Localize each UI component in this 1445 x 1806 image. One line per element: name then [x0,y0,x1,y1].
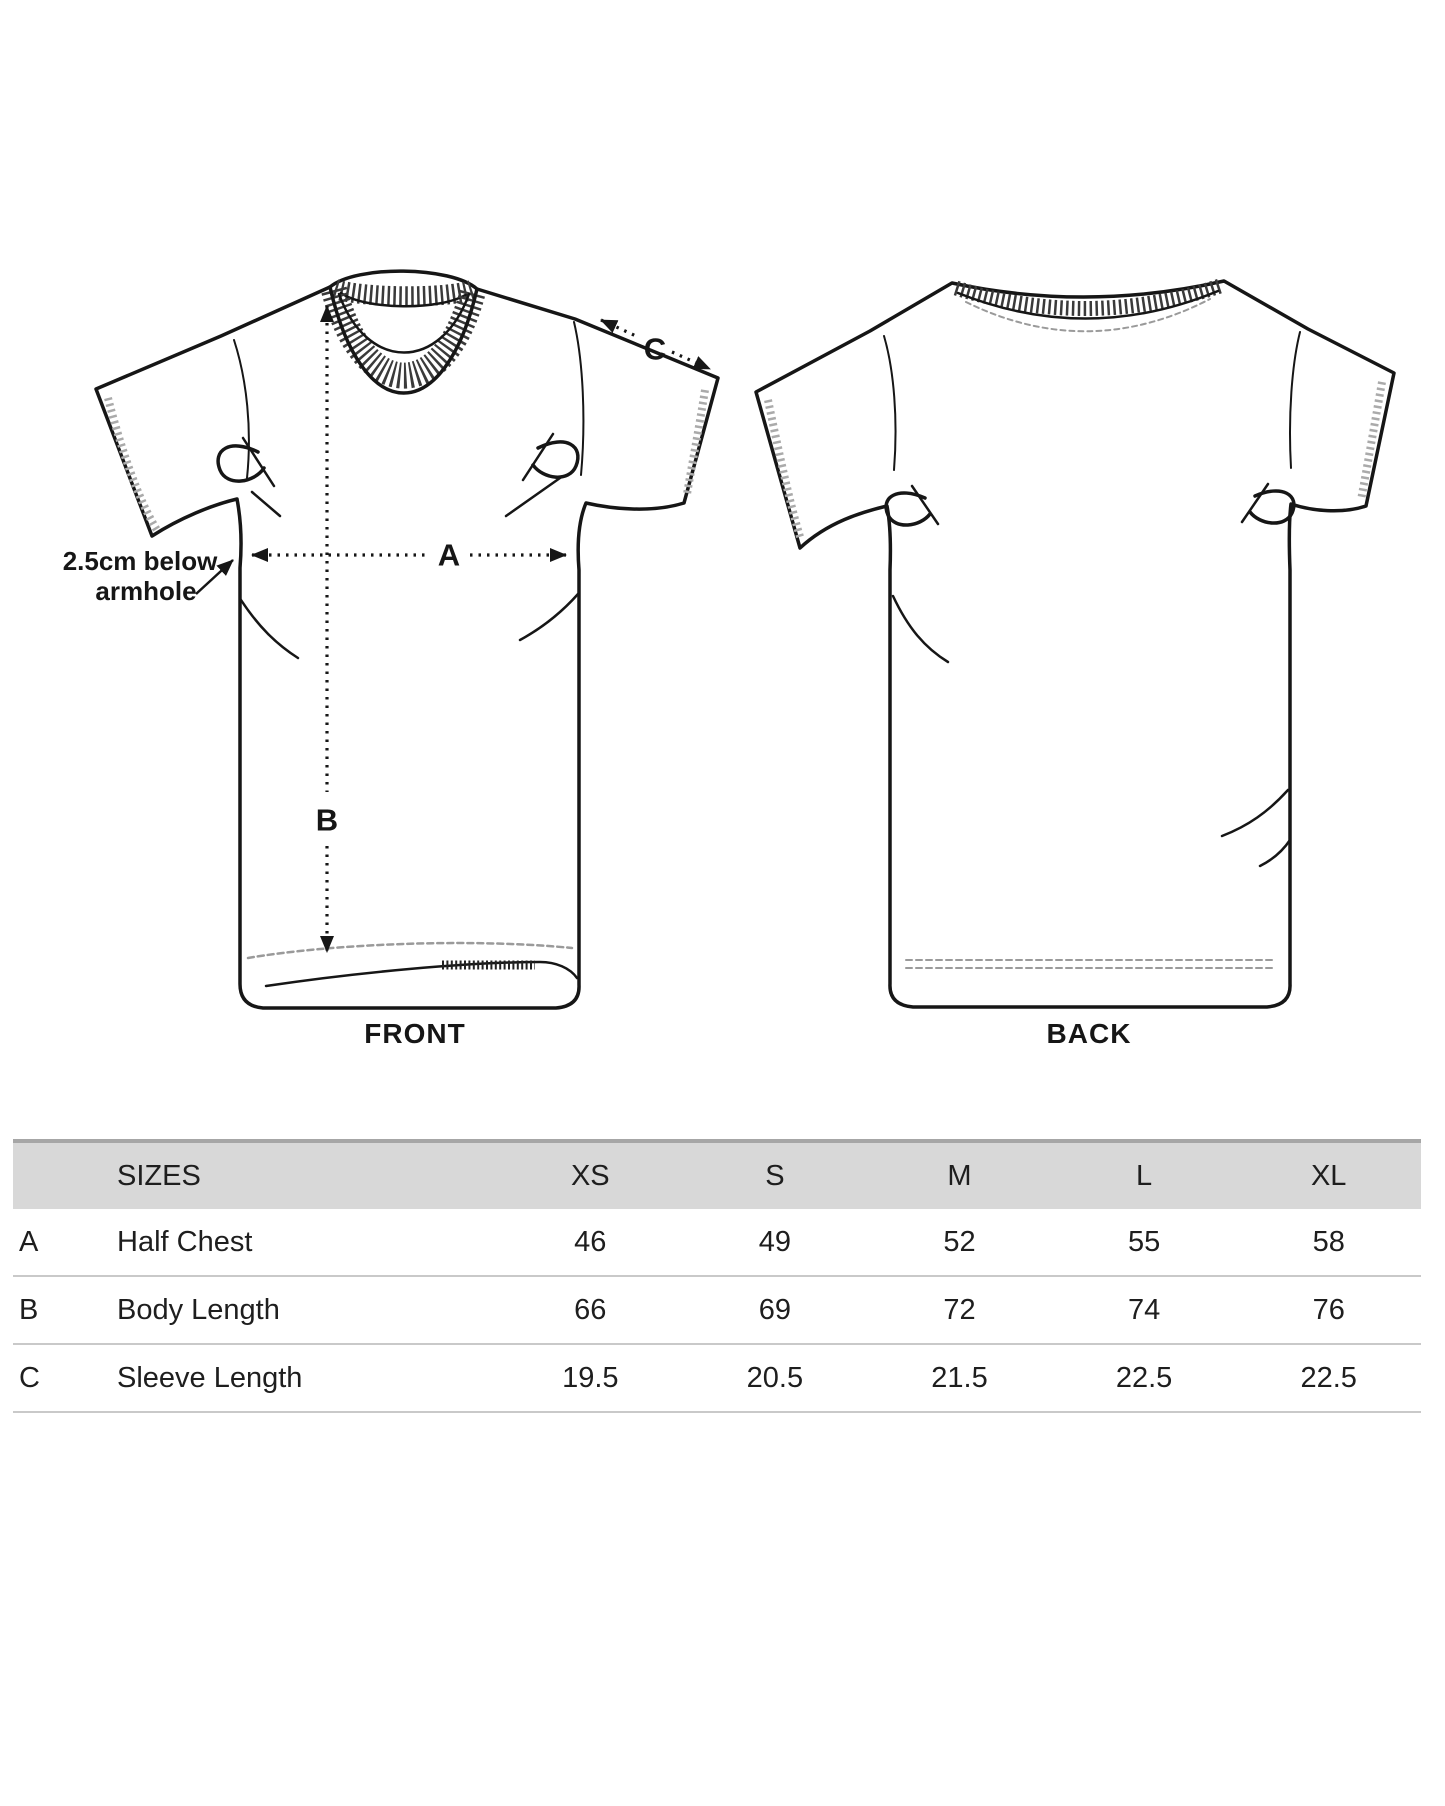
measure-c-label: C [644,332,666,367]
collar-outer-curve [328,285,479,395]
front-right-armpit-wrinkle [504,432,580,518]
measurement-annotations [195,305,711,953]
armhole-annotation-arrow [195,559,234,595]
back-left-armpit-wrinkle [884,484,940,527]
front-shirt-outline [94,269,720,1010]
row-value: 55 [1127,1225,1161,1258]
row-code: C [19,1361,40,1394]
row-measurement-name: Body Length [117,1293,280,1326]
table-row-sleeve-length: C Sleeve Length 19.5 20.5 21.5 22.5 22.5 [13,1345,1421,1413]
header-col-xs: XS [570,1159,610,1192]
header-sizes-label: SIZES [117,1159,201,1192]
row-value: 72 [943,1293,976,1326]
tshirt-measurement-diagram: A B C 2.5cm below armhole FRONT BACK [63,269,1396,1049]
row-value: 49 [758,1225,792,1258]
front-left-side-wrinkle [239,598,300,660]
back-left-armhole-seam [883,335,897,471]
back-shirt-drawing [754,278,1396,1009]
front-left-armhole-seam [233,339,250,479]
collar-top-band-edge [339,291,469,308]
back-collar-seam-stitch [965,298,1211,333]
row-value: 46 [574,1225,607,1258]
back-collar-bottom-edge [956,289,1220,320]
back-right-armpit-wrinkle [1240,482,1296,525]
front-hem-stitch [246,941,574,960]
measure-c-line-lower [671,350,711,371]
measure-a-label: A [438,538,460,573]
back-right-hip-wrinkle [1220,788,1290,838]
front-shirt-drawing [94,269,720,1010]
table-row-body-length: B Body Length 66 69 72 74 76 [13,1277,1421,1345]
front-view-label: FRONT [364,1018,465,1049]
back-right-hip-wrinkle-2 [1258,838,1292,868]
back-left-side-wrinkle [891,594,950,664]
row-value: 76 [1312,1293,1345,1326]
table-row-half-chest: A Half Chest 46 49 52 55 58 [13,1209,1421,1277]
header-col-xl: XL [1310,1159,1347,1192]
measure-b-label: B [316,803,338,838]
row-code: A [19,1225,39,1258]
back-right-cuff-stitch [1357,381,1386,501]
back-right-armhole-seam [1289,331,1301,469]
row-value: 66 [574,1293,607,1326]
front-right-side-wrinkle [518,592,580,642]
row-value: 22.5 [1300,1361,1357,1394]
row-value: 19.5 [562,1361,619,1394]
header-col-l: L [1136,1159,1153,1192]
row-value: 20.5 [746,1361,804,1394]
row-value: 52 [943,1225,976,1258]
armhole-annotation-line1: 2.5cm below [63,546,218,576]
row-value: 22.5 [1115,1361,1173,1394]
size-table: SIZES XS S M L XL A Half Chest 46 49 52 … [13,1139,1421,1413]
front-right-cuff-stitch [683,389,709,495]
row-value: 58 [1312,1225,1345,1258]
header-col-s: S [765,1159,785,1192]
front-right-armhole-seam [573,321,585,476]
collar-inner-curve [337,292,471,354]
row-value: 69 [758,1293,792,1326]
row-code: B [19,1293,39,1326]
row-measurement-name: Sleeve Length [117,1361,303,1394]
row-value: 21.5 [931,1361,988,1394]
back-shirt-outline [754,279,1396,1009]
row-measurement-name: Half Chest [117,1225,253,1258]
armhole-annotation-line2: armhole [95,576,196,606]
row-value: 74 [1127,1293,1161,1326]
size-table-header-row: SIZES XS S M L XL [13,1139,1421,1209]
header-col-m: M [947,1159,972,1192]
back-view-label: BACK [1047,1018,1132,1049]
measure-c-line-upper [600,318,637,338]
front-left-armpit-wrinkle [216,436,282,518]
